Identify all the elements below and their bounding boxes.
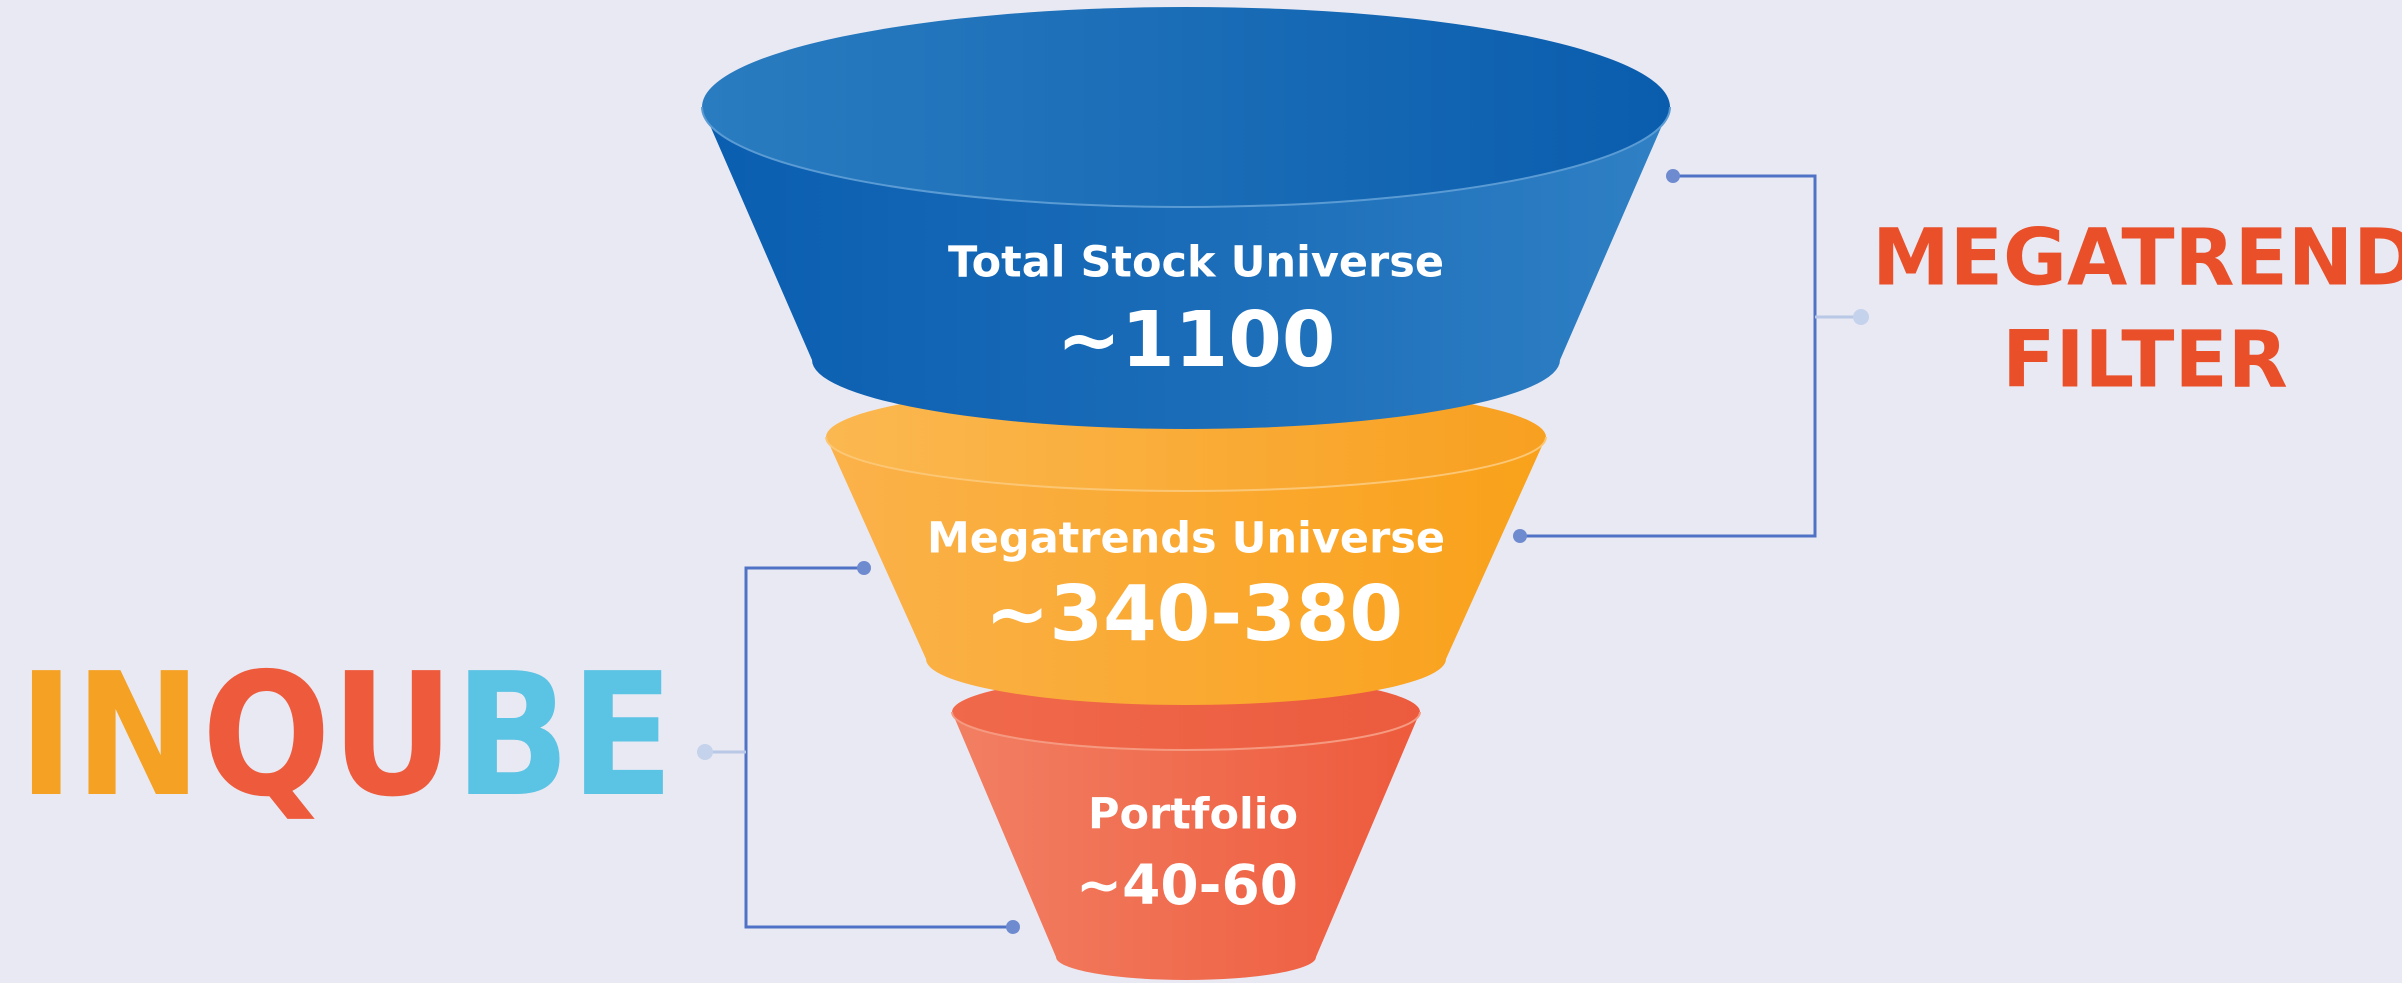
filter-label: FILTER: [2002, 315, 2288, 405]
stage-count: ~40-60: [1076, 853, 1298, 917]
bracket-right: [1513, 169, 1869, 543]
stage-count: ~340-380: [985, 570, 1403, 659]
stage-label: Portfolio: [1088, 790, 1298, 840]
brand-logo: INQUBE: [18, 637, 674, 835]
stage-label: Total Stock Universe: [948, 238, 1444, 288]
stage-count: ~1100: [1057, 296, 1336, 385]
bracket-left: [697, 561, 1020, 934]
brand-part: BE: [454, 637, 674, 835]
brand-part: QU: [202, 637, 455, 835]
funnel-stage-total: [701, 7, 1671, 429]
stage-label: Megatrends Universe: [927, 514, 1445, 564]
brand-part: IN: [18, 637, 202, 835]
filter-label: MEGATREND: [1872, 213, 2402, 303]
